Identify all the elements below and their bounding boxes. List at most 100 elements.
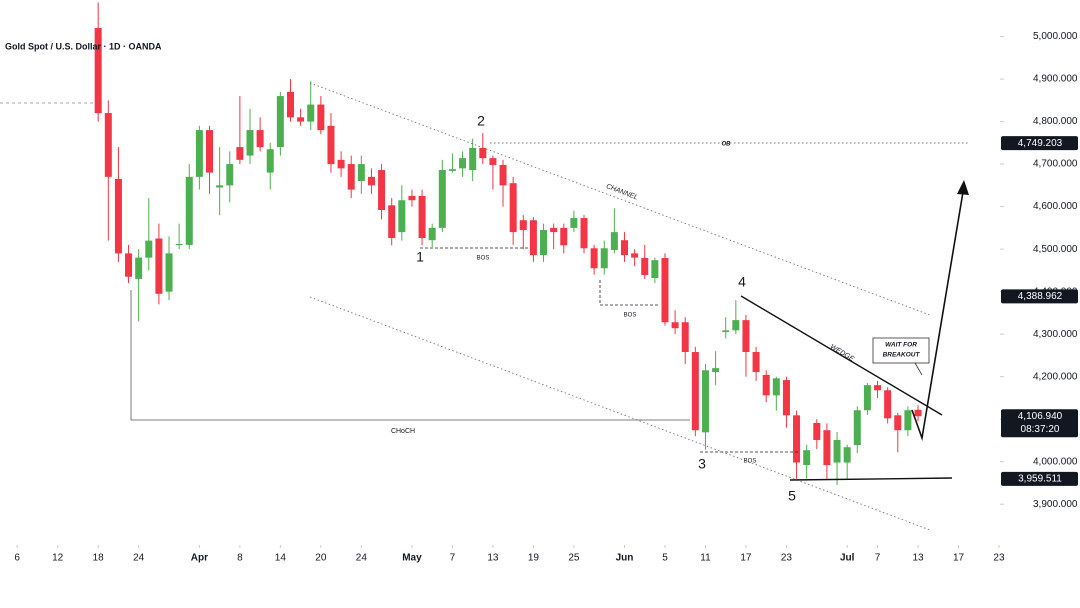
candle-body xyxy=(853,410,861,446)
x-tick-label: 18 xyxy=(93,553,105,564)
candle-body xyxy=(661,258,669,323)
candle-body xyxy=(772,378,780,396)
price-label: 4,106.940 xyxy=(1018,411,1063,422)
candle-body xyxy=(226,164,234,186)
x-tick-label: May xyxy=(402,553,422,564)
candle-body xyxy=(671,322,679,329)
candle-body xyxy=(519,220,527,230)
wave-label: 4 xyxy=(738,274,746,290)
candle-body xyxy=(762,374,770,396)
candle-body xyxy=(701,370,709,433)
candle-body xyxy=(276,96,284,148)
candle-body xyxy=(135,257,143,279)
callout-text: BREAKOUT xyxy=(883,352,921,359)
candle-body xyxy=(145,240,153,258)
candle-body xyxy=(681,322,689,352)
price-label-box xyxy=(1001,471,1078,486)
candle-body xyxy=(752,351,760,372)
candle-body xyxy=(863,385,871,411)
wave-label: 5 xyxy=(788,488,796,504)
candle-body xyxy=(125,253,133,277)
y-tick-label: 4,300.000 xyxy=(1033,329,1078,340)
price-label-box xyxy=(1001,136,1078,151)
candle-body xyxy=(732,320,740,331)
x-tick-label: 19 xyxy=(528,553,540,564)
candle-body xyxy=(641,258,649,276)
candle-body xyxy=(195,130,203,177)
candle-body xyxy=(833,439,841,463)
candle-body xyxy=(580,218,588,249)
bos-label: BOS xyxy=(624,313,637,319)
x-tick-label: 24 xyxy=(356,553,368,564)
projection-arrow xyxy=(911,185,965,442)
candle-body xyxy=(904,410,912,431)
candle-body xyxy=(206,130,214,173)
y-tick-label: 4,800.000 xyxy=(1033,116,1078,127)
chart-title: Gold Spot / U.S. Dollar · 1D · OANDA xyxy=(5,41,162,51)
candle-body xyxy=(94,28,102,114)
x-tick-label: 24 xyxy=(133,553,145,564)
candle-body xyxy=(600,248,608,269)
candle-body xyxy=(185,176,193,245)
x-tick-label: Jul xyxy=(840,553,855,564)
candle-body xyxy=(378,170,386,211)
y-tick-label: 5,000.000 xyxy=(1033,31,1078,42)
candle-body xyxy=(914,409,922,417)
x-tick-label: 25 xyxy=(568,553,580,564)
candle-body xyxy=(742,320,750,352)
y-tick-label: 4,700.000 xyxy=(1033,159,1078,170)
candle-body xyxy=(398,200,406,233)
candle-body xyxy=(256,130,264,148)
candle-body xyxy=(509,183,517,233)
wedge-lower xyxy=(789,477,953,481)
candle-body xyxy=(620,240,628,256)
candle-body xyxy=(529,220,537,256)
x-tick-label: Apr xyxy=(191,553,208,564)
candle-body xyxy=(104,113,112,177)
candle-body xyxy=(327,125,335,165)
candle-body xyxy=(459,158,467,169)
callout-pointer xyxy=(914,362,923,376)
x-tick-label: 20 xyxy=(315,553,327,564)
candle-body xyxy=(297,117,305,122)
candle-body xyxy=(782,380,790,416)
wave-label: 1 xyxy=(416,249,424,265)
candle-body xyxy=(448,169,456,171)
price-axis-panel xyxy=(1000,0,1080,608)
ob-label: OB xyxy=(722,142,732,148)
candle-body xyxy=(367,176,375,186)
y-tick-label: 4,000.000 xyxy=(1033,456,1078,467)
candle-body xyxy=(560,227,568,246)
wedge-upper xyxy=(740,295,943,416)
y-tick-label: 4,200.000 xyxy=(1033,371,1078,382)
x-tick-label: 13 xyxy=(912,553,924,564)
y-tick-label: 4,500.000 xyxy=(1033,244,1078,255)
candle-body xyxy=(337,159,345,169)
candle-body xyxy=(843,447,851,463)
x-tick-label: 13 xyxy=(487,553,499,564)
candle-body xyxy=(651,260,659,279)
x-tick-label: 8 xyxy=(237,553,243,564)
candle-body xyxy=(469,147,477,171)
candle-body xyxy=(175,244,183,246)
drawings xyxy=(0,82,970,531)
candle-body xyxy=(712,368,720,372)
candle-body xyxy=(347,164,355,190)
candle-body xyxy=(570,218,578,228)
candle-body xyxy=(418,195,426,239)
candle-body xyxy=(114,178,122,254)
candle-body xyxy=(216,185,224,188)
x-tick-label: Jun xyxy=(616,553,634,564)
candle-body xyxy=(489,158,497,165)
candle-body xyxy=(479,147,487,159)
candle-body xyxy=(317,104,325,131)
x-tick-label: 17 xyxy=(953,553,965,564)
candle-body xyxy=(246,130,254,156)
wave-label: 3 xyxy=(698,456,706,472)
callout-box xyxy=(872,337,930,364)
candle-body xyxy=(823,430,831,466)
candle-body xyxy=(408,195,416,201)
